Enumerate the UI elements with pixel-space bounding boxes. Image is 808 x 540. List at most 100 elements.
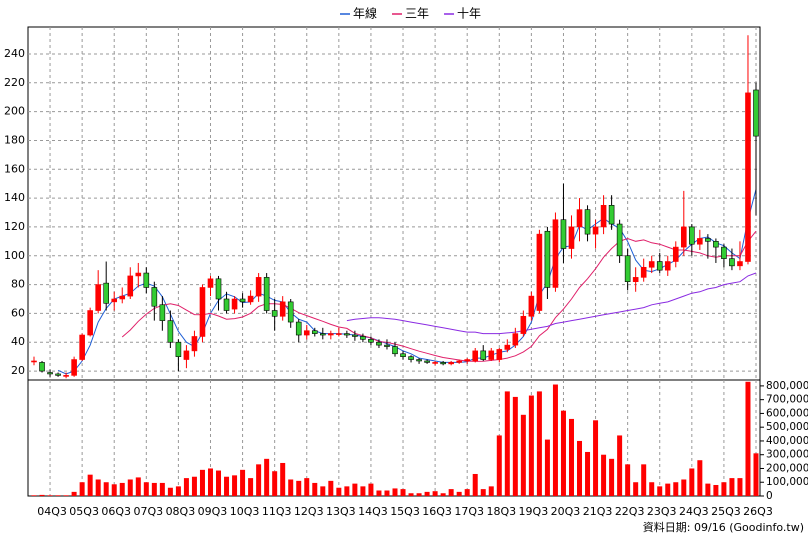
x-tick-label: 15Q3 bbox=[390, 505, 420, 518]
candle-body bbox=[472, 350, 479, 362]
volume-bar bbox=[504, 391, 510, 496]
x-tick-label: 16Q3 bbox=[422, 505, 452, 518]
x-tick-label: 13Q3 bbox=[326, 505, 356, 518]
candle-body bbox=[352, 334, 358, 337]
candle-body bbox=[713, 241, 719, 248]
volume-bar bbox=[280, 462, 286, 496]
volume-bar bbox=[456, 491, 462, 496]
candle-body bbox=[119, 295, 126, 300]
x-tick-label: 26Q3 bbox=[743, 505, 773, 518]
x-tick-label: 05Q3 bbox=[69, 505, 99, 518]
volume-bar bbox=[432, 491, 438, 496]
volume-bar bbox=[336, 487, 342, 496]
x-tick-label: 25Q3 bbox=[711, 505, 741, 518]
volume-bar bbox=[95, 479, 101, 496]
x-tick-label: 07Q3 bbox=[133, 505, 163, 518]
candle-body bbox=[344, 333, 350, 336]
x-tick-label: 19Q3 bbox=[519, 505, 549, 518]
y-tick-label: 200 bbox=[4, 105, 25, 118]
candle-body bbox=[159, 304, 166, 321]
volume-bar bbox=[384, 490, 390, 496]
candle-body bbox=[456, 360, 462, 363]
volume-bar bbox=[697, 460, 703, 496]
y2-tick-label: 200,000 bbox=[766, 462, 808, 474]
x-tick-label: 04Q3 bbox=[37, 505, 67, 518]
volume-bar bbox=[593, 420, 599, 496]
volume-bar bbox=[191, 476, 197, 496]
candle-body bbox=[376, 341, 382, 346]
x-tick-label: 06Q3 bbox=[101, 505, 131, 518]
y-tick-label: 40 bbox=[11, 335, 25, 348]
candle-body bbox=[624, 255, 631, 282]
volume-bar bbox=[721, 482, 727, 496]
candle-body bbox=[207, 278, 214, 288]
volume-bar bbox=[400, 489, 406, 496]
volume-bar bbox=[440, 493, 446, 496]
candle-body bbox=[384, 344, 390, 347]
y2-tick-label: 800,000 bbox=[766, 380, 808, 392]
candle-body bbox=[552, 219, 559, 288]
candle-body bbox=[319, 333, 326, 336]
volume-bar bbox=[151, 482, 157, 496]
volume-bar bbox=[609, 458, 615, 496]
volume-bar bbox=[657, 486, 663, 496]
plot-frame bbox=[27, 26, 761, 497]
volume-bar bbox=[352, 483, 358, 496]
volume-bar bbox=[39, 494, 45, 496]
candle-body bbox=[753, 89, 759, 137]
volume-bar bbox=[71, 491, 77, 496]
candle-body bbox=[464, 359, 471, 362]
volume-bar bbox=[224, 476, 230, 496]
candle-body bbox=[592, 226, 599, 235]
volume-bar bbox=[256, 464, 262, 496]
x-tick-label: 18Q3 bbox=[486, 505, 516, 518]
volume-bar bbox=[681, 479, 687, 496]
candle-body bbox=[408, 356, 414, 360]
candle-body bbox=[135, 272, 142, 277]
candle-body bbox=[528, 295, 535, 317]
volume-bar bbox=[264, 458, 270, 496]
volume-bar bbox=[216, 470, 222, 496]
volume-bar bbox=[207, 468, 213, 496]
candle-body bbox=[63, 375, 69, 377]
volume-bar bbox=[448, 489, 454, 496]
volume-bar bbox=[552, 384, 558, 496]
candle-body bbox=[440, 362, 446, 365]
y-tick-label: 220 bbox=[4, 76, 25, 89]
candle-body bbox=[175, 341, 182, 357]
y2-tick-label: 100,000 bbox=[766, 476, 808, 488]
x-tick-label: 21Q3 bbox=[583, 505, 613, 518]
candle-body bbox=[191, 336, 198, 352]
volume-bar bbox=[344, 486, 350, 496]
volume-bar bbox=[320, 486, 326, 496]
y2-tick-label: 500,000 bbox=[766, 421, 808, 433]
candle-body bbox=[568, 226, 575, 249]
volume-bar bbox=[560, 410, 566, 496]
volume-bar bbox=[232, 475, 238, 496]
legend-label: 三年 bbox=[405, 7, 429, 21]
volume-bar bbox=[408, 493, 414, 496]
volume-bar bbox=[63, 495, 69, 496]
candle-body bbox=[721, 246, 727, 259]
candle-body bbox=[504, 344, 511, 350]
candle-body bbox=[584, 209, 591, 235]
y-tick-label: 240 bbox=[4, 47, 25, 60]
volume-bar bbox=[175, 486, 181, 496]
candle-body bbox=[311, 330, 318, 334]
volume-bar bbox=[47, 495, 53, 496]
candle-body bbox=[247, 295, 254, 303]
candle-body bbox=[223, 298, 230, 311]
candle-body bbox=[432, 362, 438, 364]
candle-body bbox=[167, 320, 174, 343]
volume-bar bbox=[288, 479, 294, 496]
volume-bar bbox=[55, 495, 61, 496]
candle-body bbox=[31, 360, 37, 363]
x-tick-label: 20Q3 bbox=[551, 505, 581, 518]
candle-body bbox=[279, 301, 286, 317]
volume-bar bbox=[737, 478, 743, 496]
volume-bar bbox=[713, 484, 719, 496]
volume-bar bbox=[745, 381, 751, 496]
volume-bar bbox=[464, 489, 470, 496]
x-tick-label: 12Q3 bbox=[294, 505, 324, 518]
